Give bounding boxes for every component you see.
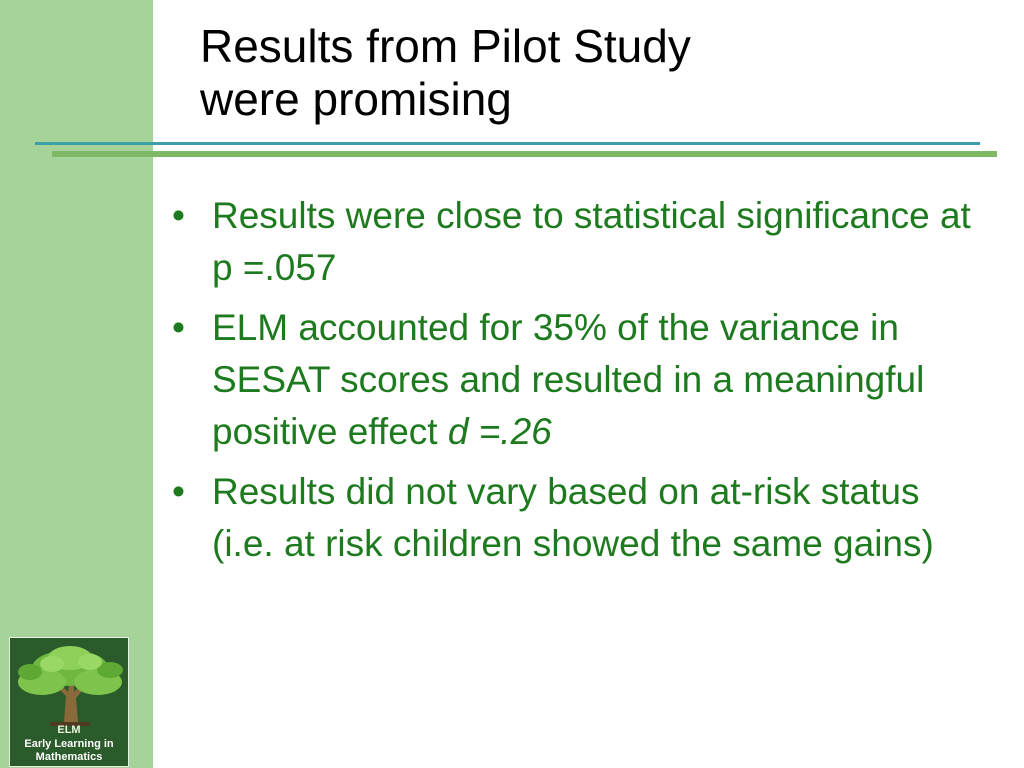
title-divider-teal <box>35 142 980 145</box>
tree-icon <box>10 638 128 730</box>
logo-name-line-1: Early Learning in <box>24 738 114 750</box>
bullet-item-at-risk: • Results did not vary based on at-risk … <box>170 466 990 570</box>
slide-title-line-1: Results from Pilot Study <box>200 20 691 72</box>
bullet-item-variance: • ELM accounted for 35% of the variance … <box>170 302 990 458</box>
bullet-item-significance: • Results were close to statistical sign… <box>170 190 990 294</box>
title-divider-green <box>52 151 997 157</box>
bullet-list: • Results were close to statistical sign… <box>170 190 990 578</box>
bullet-marker: • <box>172 471 185 512</box>
logo-name: Early Learning in Mathematics <box>10 738 128 764</box>
effect-size-value: d =.26 <box>447 411 552 452</box>
slide-title-line-2: were promising <box>200 73 512 125</box>
bullet-text: Results did not vary based on at-risk st… <box>212 471 934 564</box>
logo-name-line-2: Mathematics <box>35 751 103 763</box>
elm-logo: ELM Early Learning in Mathematics <box>9 637 129 767</box>
bullet-text: ELM accounted for 35% of the variance in… <box>212 307 925 452</box>
bullet-marker: • <box>172 307 185 348</box>
bullet-marker: • <box>172 195 185 236</box>
logo-abbreviation: ELM <box>57 724 81 736</box>
slide-title: Results from Pilot Study were promising <box>200 20 980 126</box>
bullet-text: Results were close to statistical signif… <box>212 195 971 288</box>
